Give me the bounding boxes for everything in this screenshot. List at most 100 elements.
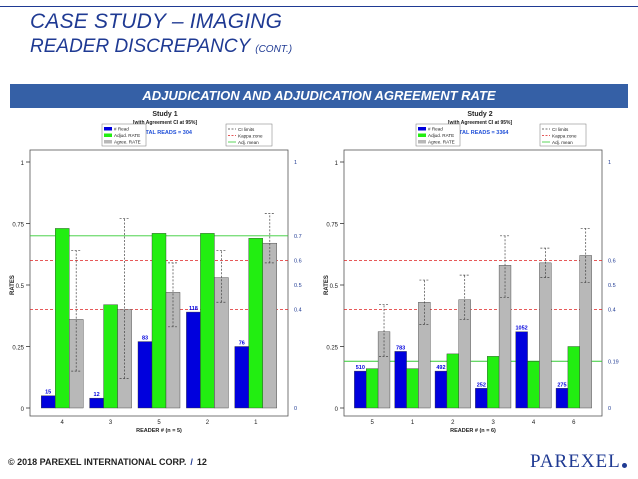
- legend-label: Adjud. RATE: [114, 133, 140, 138]
- right-axis-label: 0.6: [608, 258, 616, 264]
- x-tick-label: 3: [491, 420, 495, 426]
- subtitle-main: READER DISCREPANCY: [30, 36, 256, 57]
- x-tick-label: 4: [61, 420, 65, 426]
- bar-read: [515, 331, 528, 409]
- x-axis-label: READER # (n = 6): [450, 428, 496, 434]
- charts-svg: 00.250.50.751RATES0.70.60.50.41015412383…: [10, 111, 619, 434]
- bar-read: [137, 341, 153, 409]
- footer-separator: /: [190, 457, 193, 467]
- legend-label: CI limits: [552, 127, 569, 132]
- bar-agreerate: [579, 255, 592, 409]
- y-tick-label: 0: [21, 407, 25, 413]
- bar-data-label: 510: [356, 365, 365, 371]
- plot-frame: [343, 149, 603, 417]
- x-tick-label: 2: [206, 420, 210, 426]
- chart-title: Study 2: [467, 111, 492, 118]
- bar-agreerate: [165, 292, 181, 409]
- bar-data-label: 783: [396, 345, 405, 351]
- chart-subtitle: [with Agreement CI at 95%]: [448, 120, 513, 126]
- bar-adjudrate: [55, 228, 70, 409]
- right-axis-label: 0.7: [294, 234, 302, 240]
- x-tick-label: 5: [157, 420, 161, 426]
- logo-mark-icon: [622, 463, 627, 468]
- total-reads-label: TOTAL READS = 3364: [451, 130, 509, 136]
- right-axis-label: 0.5: [294, 283, 302, 289]
- bar-adjudrate: [248, 238, 264, 409]
- legend-label: # Read: [428, 127, 443, 132]
- right-axis-label: 0.4: [608, 308, 616, 314]
- bar-read: [234, 346, 250, 409]
- bar-read: [41, 395, 56, 409]
- legend-label: # Read: [114, 127, 129, 132]
- bar-data-label: 252: [477, 382, 486, 388]
- bar-agreerate: [377, 331, 391, 409]
- x-tick-label: 5: [370, 420, 374, 426]
- bar-adjudrate: [446, 353, 459, 409]
- bar-agreerate: [539, 262, 552, 409]
- bar-adjudrate: [151, 233, 167, 409]
- legend-swatch: [104, 140, 112, 144]
- page-subtitle: READER DISCREPANCY (CONT.): [30, 36, 292, 58]
- bar-data-label: 275: [557, 382, 566, 388]
- bar-read: [89, 397, 104, 409]
- right-axis-label: 1: [294, 160, 297, 166]
- chart-subtitle: [with Agreement CI at 95%]: [133, 120, 198, 126]
- chart-title: Study 1: [152, 111, 177, 118]
- subtitle-small: (CONT.): [255, 44, 293, 55]
- legend-swatch: [418, 140, 426, 144]
- bar-data-label: 118: [189, 306, 198, 312]
- legend-label: Kappa zone: [552, 133, 577, 138]
- y-tick-label: 0.5: [16, 284, 25, 290]
- right-axis-label: 0.19: [608, 359, 619, 365]
- x-tick-label: 1: [254, 420, 258, 426]
- chart-panel-1: 00.250.50.751RATES0.70.60.50.41015412383…: [10, 111, 302, 434]
- right-axis-label: 1: [608, 160, 611, 166]
- right-axis-label: 0: [608, 406, 611, 412]
- y-tick-label: 1: [335, 161, 339, 167]
- bar-data-label: 1052: [516, 326, 528, 332]
- bar-data-label: 83: [142, 336, 148, 342]
- bar-adjudrate: [567, 346, 580, 409]
- y-tick-label: 0: [335, 407, 339, 413]
- y-tick-label: 0.5: [330, 284, 339, 290]
- bar-data-label: 15: [45, 390, 51, 396]
- y-tick-label: 1: [21, 161, 25, 167]
- legend-label: Agree. RATE: [428, 140, 455, 145]
- legend-swatch: [104, 127, 112, 131]
- bar-data-label: 76: [239, 341, 245, 347]
- right-axis-label: 0.6: [294, 258, 302, 264]
- page-title: CASE STUDY – IMAGING: [30, 10, 283, 33]
- bar-data-label: 12: [94, 392, 100, 398]
- legend-swatch: [418, 127, 426, 131]
- plot-frame: [29, 149, 289, 417]
- bar-read: [555, 388, 569, 409]
- legend-label: Kappa zone: [238, 133, 263, 138]
- bar-adjudrate: [487, 356, 500, 409]
- bar-read: [475, 388, 488, 409]
- y-tick-label: 0.75: [326, 223, 338, 229]
- bar-adjudrate: [103, 304, 118, 409]
- legend-box: [539, 123, 587, 147]
- legend-label: Agree. RATE: [114, 140, 141, 145]
- charts-container: 0 0.25 0.5 0.75 1 RATES 0.7 0.6 0.5 0.4 1 0 15 4 12 3 83…: [0, 110, 638, 440]
- legend-swatch: [104, 133, 112, 137]
- page-number: 12: [196, 457, 207, 467]
- top-rule: [0, 6, 638, 7]
- legend-box: [415, 123, 461, 147]
- bar-adjudrate: [366, 368, 379, 409]
- bar-adjudrate: [406, 368, 419, 409]
- bar-read: [434, 370, 448, 409]
- legend-label: CI limits: [238, 127, 255, 132]
- footer: © 2018 PAREXEL INTERNATIONAL CORP./12: [8, 457, 207, 467]
- legend-label: Adj. mean: [238, 140, 259, 145]
- y-tick-label: 0.75: [12, 223, 24, 229]
- bar-agreerate: [418, 302, 431, 409]
- bar-read: [354, 370, 367, 409]
- bar-agreerate: [458, 299, 471, 409]
- x-axis-label: READER # (n = 5): [136, 428, 182, 434]
- legend-box: [101, 123, 147, 147]
- y-tick-label: 0.25: [326, 346, 338, 352]
- x-tick-label: 6: [572, 420, 576, 426]
- x-tick-label: 3: [109, 420, 113, 426]
- right-axis-label: 0.5: [608, 283, 616, 289]
